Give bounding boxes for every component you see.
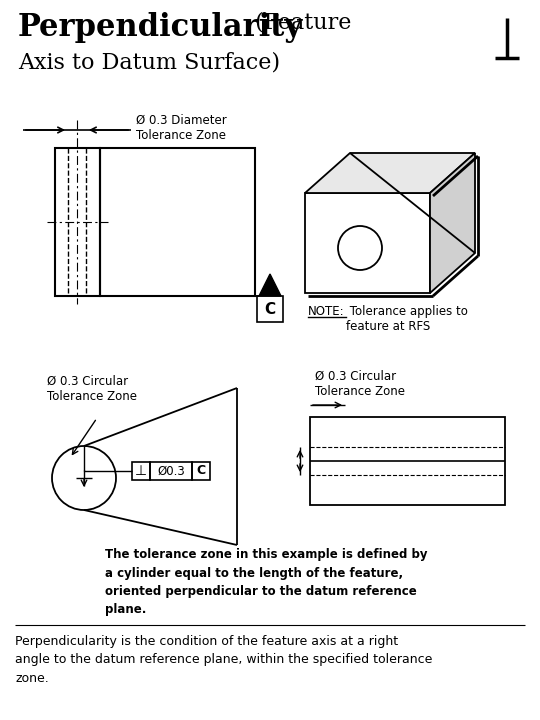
Bar (100, 148, 255, 296)
Bar (257, 296, 283, 322)
Bar (310, 417, 505, 505)
Text: Ø 0.3 Circular
Tolerance Zone: Ø 0.3 Circular Tolerance Zone (315, 370, 405, 398)
Polygon shape (430, 153, 475, 293)
Bar (150, 462, 192, 480)
Text: The tolerance zone in this example is defined by
a cylinder equal to the length : The tolerance zone in this example is de… (105, 548, 428, 616)
Text: Ø 0.3 Diameter
Tolerance Zone: Ø 0.3 Diameter Tolerance Zone (136, 114, 227, 142)
Text: ⊥: ⊥ (135, 464, 147, 478)
Text: Ø 0.3 Circular
Tolerance Zone: Ø 0.3 Circular Tolerance Zone (47, 375, 137, 403)
Text: Axis to Datum Surface): Axis to Datum Surface) (18, 52, 280, 74)
Bar (55, 148, 100, 296)
Text: Perpendicularity: Perpendicularity (18, 12, 303, 43)
Text: NOTE:: NOTE: (308, 305, 345, 318)
Polygon shape (305, 153, 475, 193)
Text: C: C (265, 302, 275, 317)
Text: (Feature: (Feature (248, 12, 352, 34)
Text: Ø0.3: Ø0.3 (157, 464, 185, 477)
Bar (132, 462, 150, 480)
Text: Tolerance applies to
feature at RFS: Tolerance applies to feature at RFS (346, 305, 468, 333)
Polygon shape (305, 193, 430, 293)
Text: C: C (197, 464, 206, 477)
Polygon shape (259, 274, 281, 296)
Text: Perpendicularity is the condition of the feature axis at a right
angle to the da: Perpendicularity is the condition of the… (15, 635, 433, 685)
Bar (192, 462, 210, 480)
